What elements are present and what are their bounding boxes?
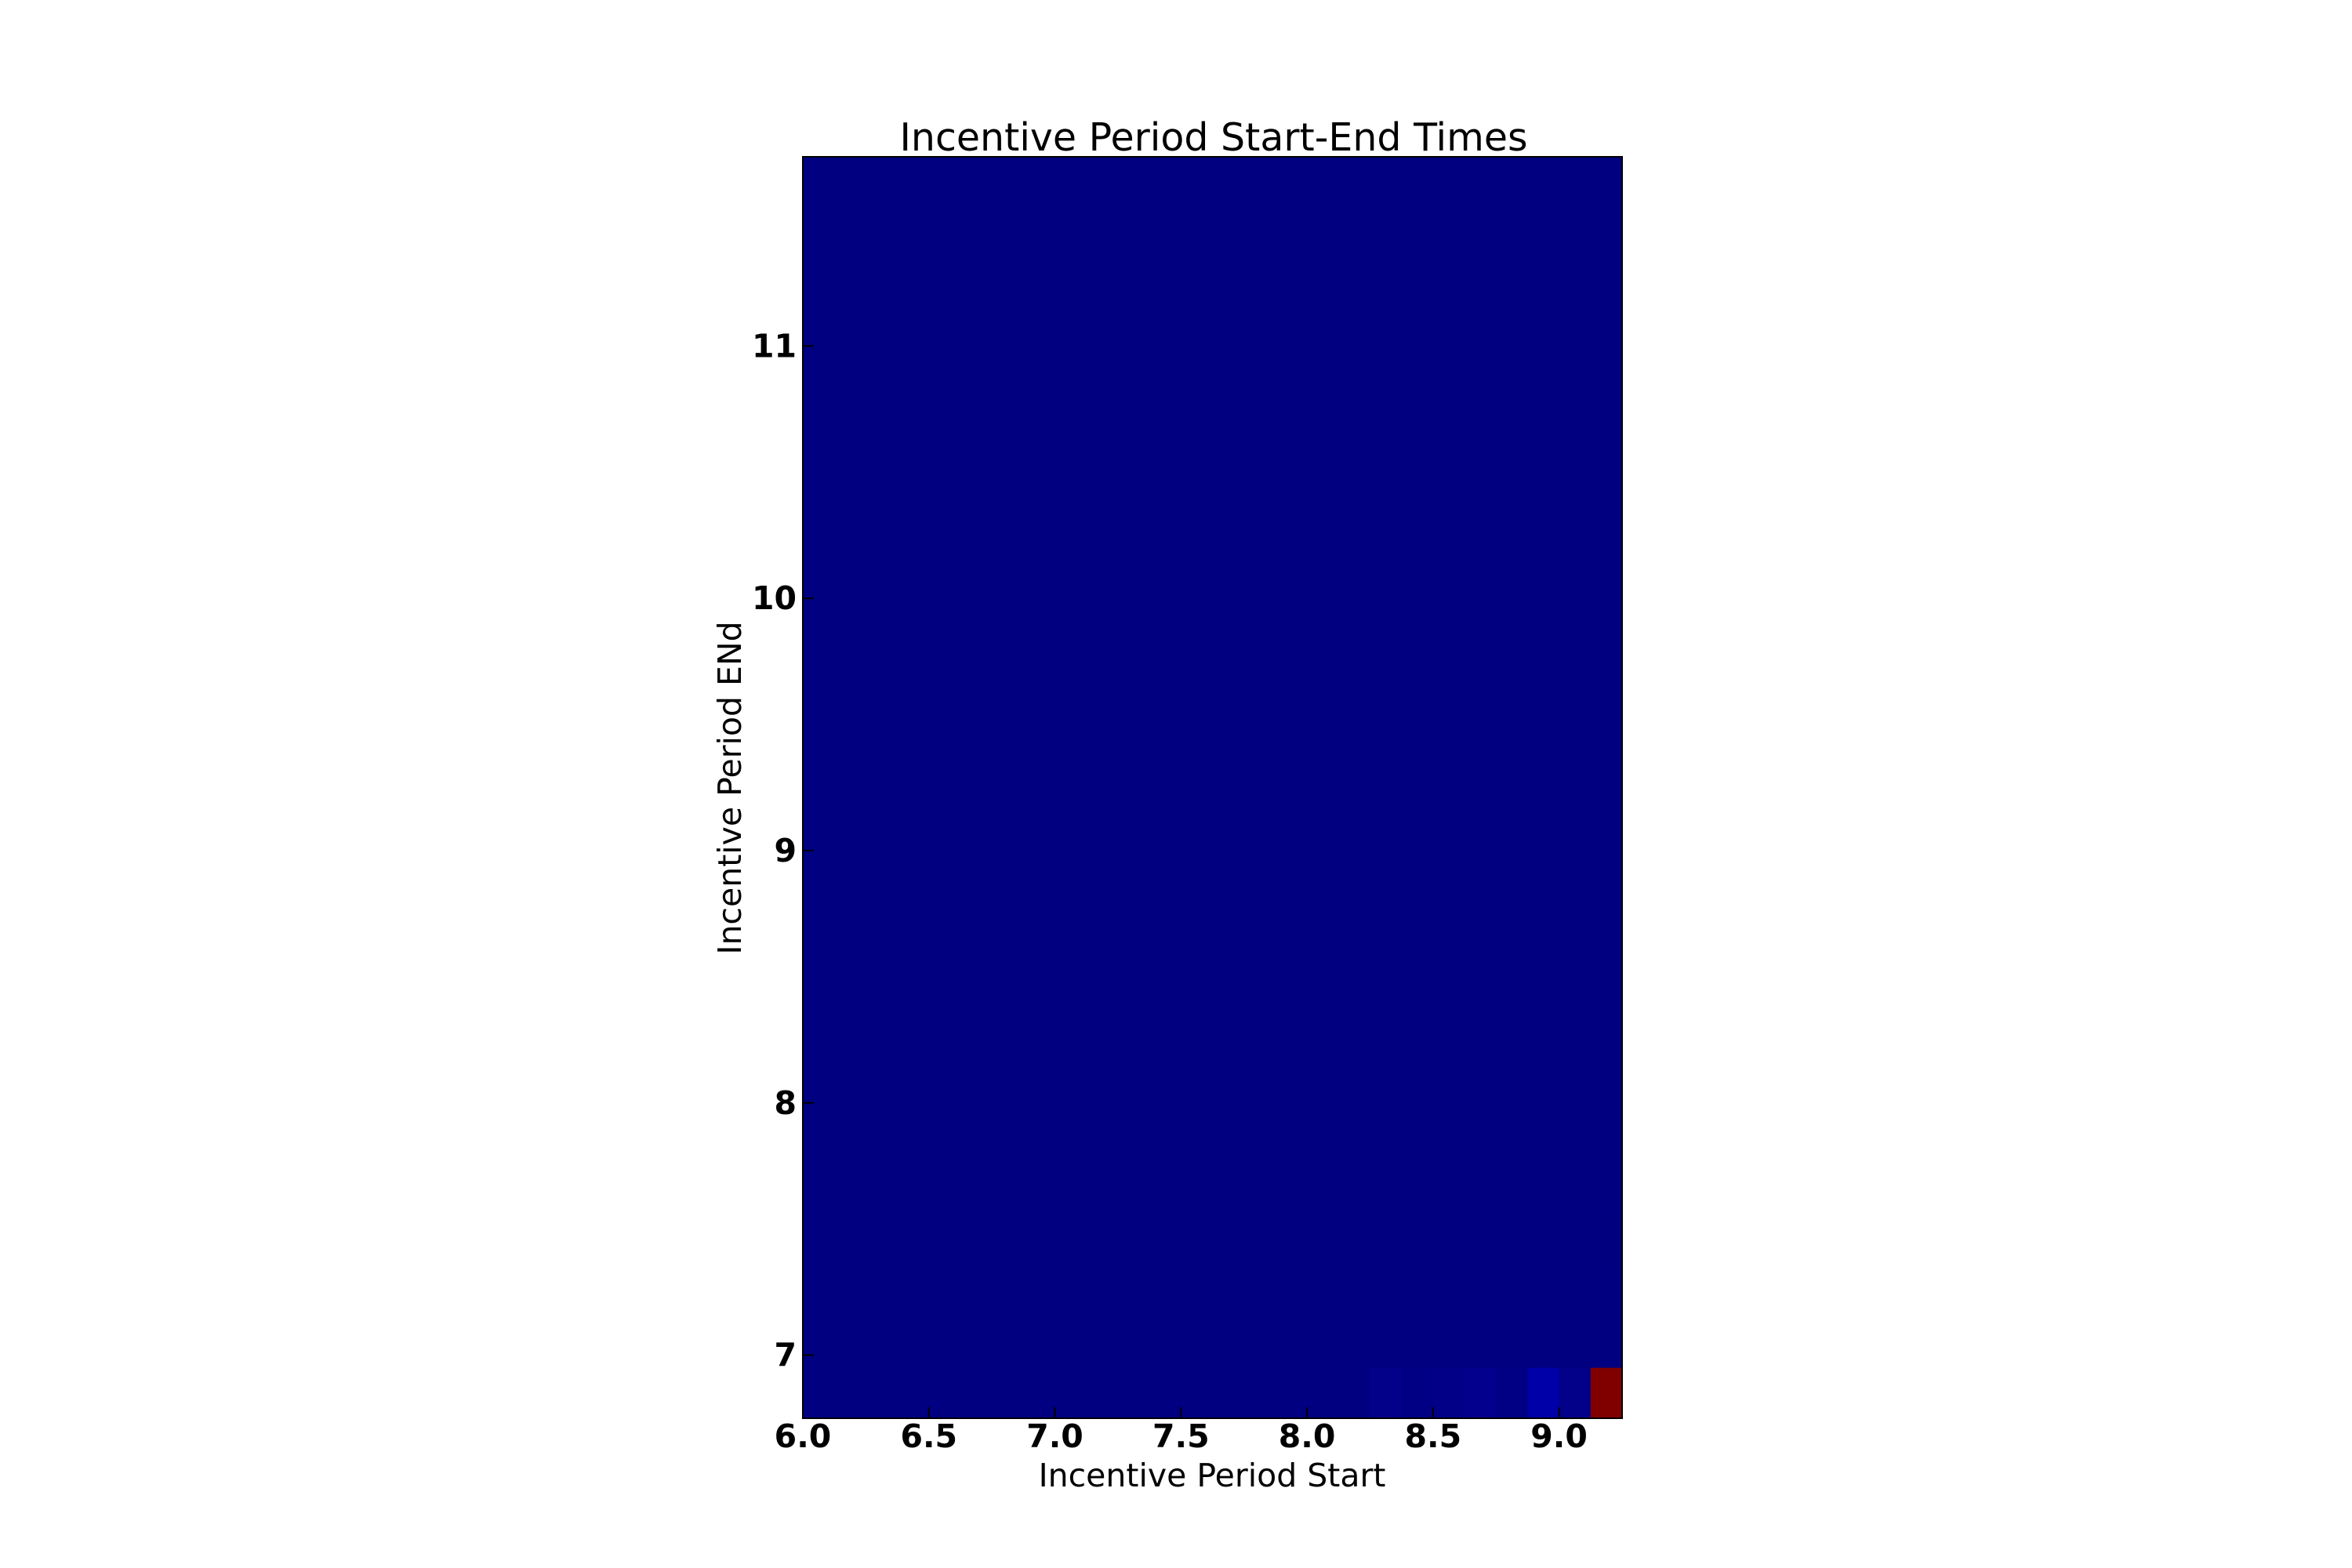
heatmap-cell	[1590, 1367, 1622, 1418]
x-axis-ticks: 6.0 6.5 7.0 7.5 8.0 8.5 9.0	[775, 1407, 1588, 1455]
x-tick-label: 6.0	[775, 1417, 832, 1455]
x-tick-label: 8.0	[1279, 1417, 1336, 1455]
x-tick-label: 7.5	[1152, 1417, 1210, 1455]
plot-area	[803, 157, 1622, 1418]
y-tick-label: 9	[774, 832, 797, 869]
chart-title: Incentive Period Start-End Times	[899, 115, 1527, 160]
x-tick-label: 7.0	[1026, 1417, 1083, 1455]
heatmap-cell	[1370, 1367, 1402, 1418]
heatmap-cell	[1496, 1367, 1528, 1418]
y-axis-label: Incentive Period ENd	[711, 621, 749, 954]
x-tick-label: 8.5	[1405, 1417, 1462, 1455]
y-axis-ticks: 7 8 9 10 11	[752, 327, 814, 1374]
heatmap-cell	[1559, 1367, 1591, 1418]
heatmap-cell	[1527, 1367, 1559, 1418]
heatmap-cell	[1465, 1367, 1497, 1418]
x-tick-label: 9.0	[1530, 1417, 1588, 1455]
y-tick-label: 8	[774, 1084, 797, 1122]
x-tick-label: 6.5	[900, 1417, 957, 1455]
heatmap-cells	[1370, 1216, 1622, 1418]
heatmap-cell	[1432, 1367, 1465, 1418]
y-tick-label: 7	[774, 1337, 797, 1374]
heatmap-cell	[1590, 1216, 1622, 1267]
y-tick-label: 11	[752, 327, 797, 365]
y-tick-label: 10	[752, 579, 797, 617]
heatmap-cell	[1401, 1367, 1433, 1418]
x-axis-label: Incentive Period Start	[1039, 1457, 1386, 1494]
plot-frame	[802, 156, 1623, 1419]
